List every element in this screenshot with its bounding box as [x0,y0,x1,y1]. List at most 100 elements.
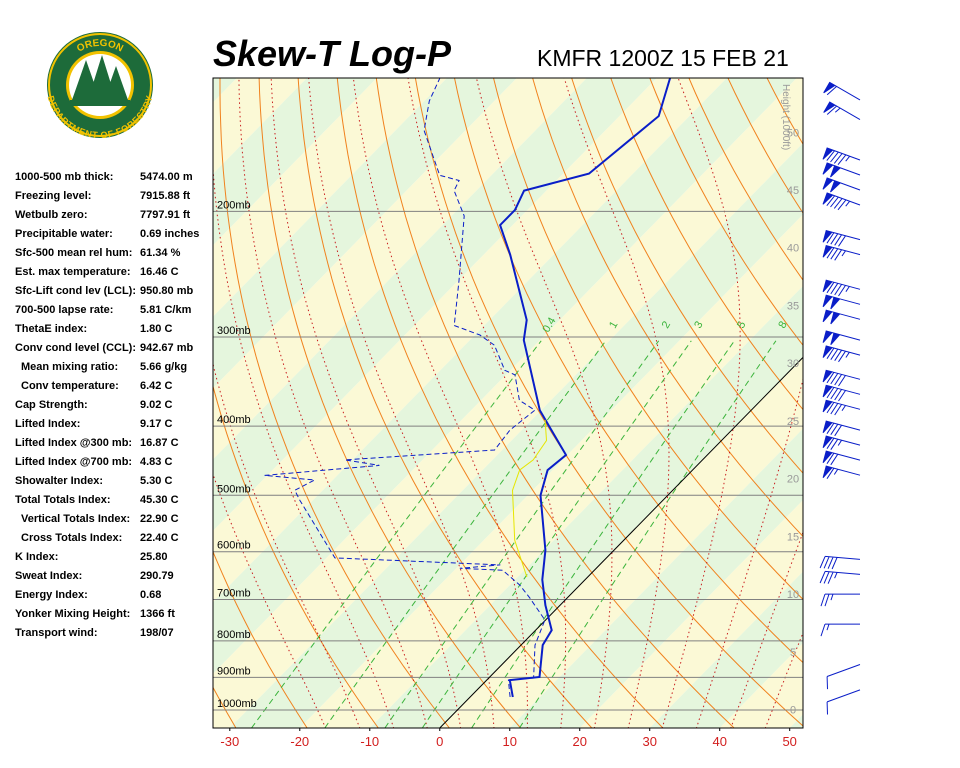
wind-barb [826,689,861,715]
dry-adiabat [923,78,960,729]
index-label: Sfc-500 mean rel hum: [15,247,132,259]
wind-barb [822,229,861,247]
wind-barb [823,81,861,101]
logo: OREGON DEPARTMENT OF FORESTRY [45,32,155,141]
wind-barb [819,555,861,570]
pressure-label: 500mb [217,483,251,495]
wind-barb [822,309,861,325]
height-axis-title: Height (1000ft) [780,84,791,150]
index-value: 0.69 inches [140,228,199,240]
dry-adiabat [336,78,664,728]
mixing-ratio-line [384,340,660,728]
index-value: 16.87 C [140,437,179,449]
index-value: 22.40 C [140,532,179,544]
x-tick-label: -20 [290,734,309,749]
wind-barb [822,177,861,193]
chart-subtitle: KMFR 1200Z 15 FEB 21 [537,45,789,71]
index-label: Lifted Index: [15,418,80,430]
index-label: Cap Strength: [15,399,88,411]
x-tick-label: -10 [360,734,379,749]
index-label: Conv cond level (CCL): [15,342,136,354]
index-value: 61.34 % [140,247,181,259]
mixing-ratio-label: 5 [735,319,748,330]
dry-adiabat [219,78,450,728]
wind-barb [822,192,861,211]
index-value: 7797.91 ft [140,209,190,221]
freezing-isotherm [439,356,803,728]
index-value: 7915.88 ft [140,190,190,202]
x-tick-label: 30 [642,734,656,749]
height-tick-label: 15 [787,531,799,543]
height-tick-label: 0 [790,705,796,717]
index-value: 1.80 C [140,323,172,335]
index-label: Vertical Totals Index: [21,513,130,525]
pressure-label: 700mb [217,587,251,599]
x-tick-label: 50 [782,734,796,749]
index-label: 1000-500 mb thick: [15,171,113,183]
isotherm-band [789,714,803,728]
index-label: Total Totals Index: [15,494,111,506]
mixing-ratio-line [251,340,542,728]
moist-adiabat [407,78,567,728]
mixing-ratio-label: 3 [692,319,705,330]
dry-adiabat [297,78,593,728]
index-value: 5.66 g/kg [140,361,187,373]
logo-rim [48,33,152,137]
height-tick-label: 50 [787,127,799,139]
wind-barb [822,345,861,363]
index-label: Sweat Index: [15,570,82,582]
index-value: 9.17 C [140,418,172,430]
wind-barbs [819,81,861,715]
dry-adiabat [610,78,803,411]
isotherm-band [213,78,657,531]
x-tick-label: 40 [712,734,726,749]
mixing-ratio-label: 2 [660,319,673,330]
axes: -30 -20 -10 0 10 20 30 40 50 [220,728,797,749]
wind-barb [822,435,861,450]
height-tick-label: 35 [787,300,799,312]
x-tick-label: 10 [503,734,517,749]
wind-barb [822,244,861,261]
wind-barb [820,593,860,607]
dry-adiabat [532,78,803,538]
wind-barb [819,570,861,584]
wind-barb [826,664,861,690]
height-tick-label: 30 [787,358,799,370]
wind-barb [822,384,861,402]
logo-ground [70,100,130,106]
sounding-line [511,419,548,578]
moist-adiabat [213,161,395,728]
index-label: Lifted Index @700 mb: [15,456,132,468]
index-label: Lifted Index @300 mb: [15,437,132,449]
pressure-label: 600mb [217,540,251,552]
wind-barb [822,162,861,178]
logo-top-text: OREGON [75,38,125,55]
isotherm-band [213,78,803,728]
x-tick-label: 20 [573,734,587,749]
index-value: 16.46 C [140,266,179,278]
dry-adiabat [649,78,803,347]
plot-area: 0.4 1 2 3 5 8200mb300mb400mb500mb600mb700mb80… [213,78,960,729]
dry-adiabat [688,78,803,281]
dry-adiabat [213,384,379,728]
x-tick-label: -30 [220,734,239,749]
index-label: 700-500 lapse rate: [15,304,113,316]
wind-barb [823,101,861,121]
index-label: Energy Index: [15,589,88,601]
index-value: 942.67 mb [140,342,193,354]
index-value: 25.80 [140,551,168,563]
wind-barb [822,450,861,466]
chart-title: Skew-T Log-P [213,33,452,74]
height-tick-label: 40 [787,243,799,255]
index-label: Freezing level: [15,190,91,202]
index-label: Showalter Index: [15,475,103,487]
dry-adiabat [414,78,803,727]
height-tick-label: 10 [787,589,799,601]
index-label: Est. max temperature: [15,266,131,278]
dry-adiabat [571,78,803,474]
mixing-ratio-line [421,340,692,728]
indices-table: 1000-500 mb thick: 5474.00 m Freezing leve… [15,171,199,639]
index-label: Precipitable water: [15,228,113,240]
index-value: 9.02 C [140,399,172,411]
index-value: 6.42 C [140,380,172,392]
